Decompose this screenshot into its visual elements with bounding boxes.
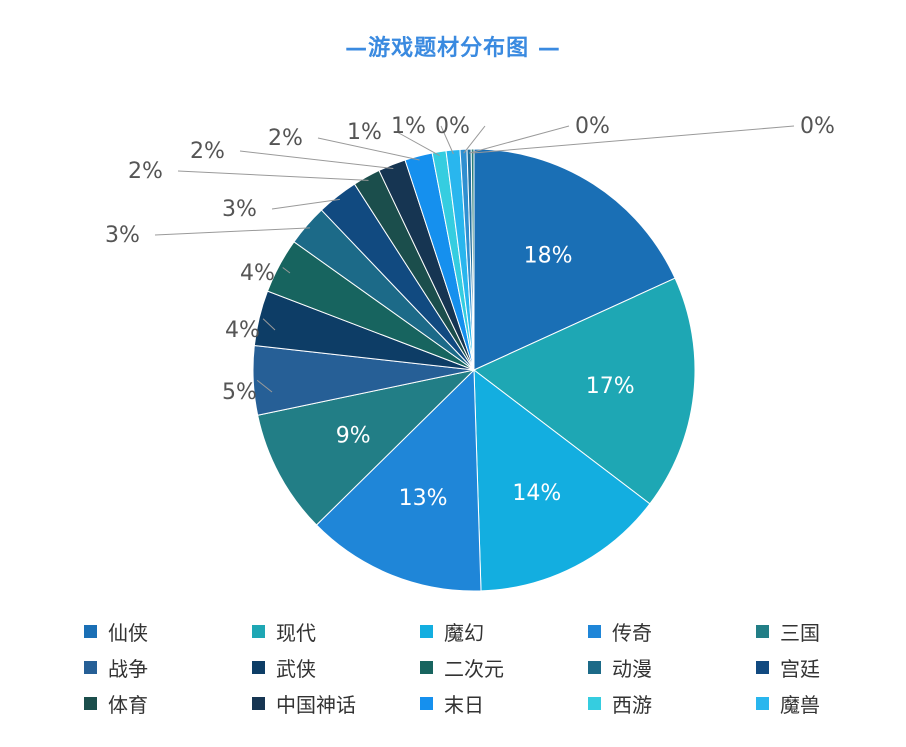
legend-item-8: 动漫: [588, 654, 756, 681]
legend-swatch: [756, 696, 769, 710]
legend-swatch: [756, 624, 769, 638]
legend-label: 三国: [780, 620, 820, 645]
legend-label: 魔幻: [444, 620, 484, 645]
legend-label: 体育: [108, 692, 148, 717]
pie-slice-4: [257, 369, 476, 526]
leader-line-17: [472, 125, 795, 154]
slice-label-0: 18%: [524, 244, 573, 269]
legend-item-14: 魔兽: [756, 690, 906, 717]
slice-label-9: 3%: [222, 197, 257, 222]
leader-line-10: [177, 170, 369, 181]
legend-item-13: 西游: [588, 690, 756, 717]
legend-swatch: [588, 696, 601, 710]
legend-item-0: 仙侠: [84, 618, 252, 645]
legend-swatch: [84, 660, 97, 674]
pie-slice-1: [473, 277, 696, 505]
pie-slice-3: [315, 368, 482, 592]
legend-label: 西游: [612, 692, 652, 717]
leader-line-13: [396, 131, 440, 157]
slice-label-8: 3%: [105, 223, 140, 248]
legend-swatch: [252, 624, 265, 638]
pie-slice-17: [470, 148, 475, 371]
legend-item-6: 武侠: [252, 654, 420, 681]
legend-item-1: 现代: [252, 618, 420, 645]
leader-line-12: [317, 137, 420, 161]
legend-swatch: [588, 660, 601, 674]
slice-label-10: 2%: [128, 159, 163, 184]
legend-label: 仙侠: [108, 620, 148, 645]
legend-swatch: [420, 624, 433, 638]
legend-label: 传奇: [612, 620, 652, 645]
slice-label-2: 14%: [512, 481, 561, 506]
legend-label: 宫廷: [780, 656, 820, 681]
leader-line-16: [469, 125, 570, 154]
legend-item-5: 战争: [84, 654, 252, 681]
legend-swatch: [84, 624, 97, 638]
legend-label: 现代: [276, 620, 316, 645]
leader-line-14: [440, 125, 454, 155]
leader-line-8: [154, 227, 311, 236]
legend-label: 武侠: [276, 656, 316, 681]
leader-line-5: [256, 379, 273, 393]
legend-swatch: [84, 696, 97, 710]
legend-label: 二次元: [444, 656, 504, 681]
leader-line-6: [262, 318, 276, 331]
slice-label-1: 17%: [586, 374, 635, 399]
slice-label-7: 4%: [240, 261, 275, 286]
chart-title: —游戏题材分布图 —: [345, 36, 561, 61]
leader-line-7: [282, 267, 291, 274]
slice-label-4: 9%: [336, 424, 371, 449]
slice-label-13: 1%: [347, 120, 382, 145]
legend-label: 末日: [444, 692, 484, 717]
legend-item-12: 末日: [420, 690, 588, 717]
legend-item-10: 体育: [84, 690, 252, 717]
slice-label-12: 2%: [268, 126, 303, 151]
legend-swatch: [252, 660, 265, 674]
legend-swatch: [756, 660, 769, 674]
legend-label: 动漫: [612, 656, 652, 681]
legend-swatch: [588, 624, 601, 638]
slice-label-14: 1%: [391, 114, 426, 139]
leader-line-11: [239, 150, 394, 169]
leader-line-9: [271, 198, 340, 210]
slice-label-17: 0%: [800, 114, 835, 139]
legend-item-3: 传奇: [588, 618, 756, 645]
legend-item-11: 中国神话: [252, 690, 420, 717]
slice-label-15: 0%: [435, 114, 470, 139]
legend-swatch: [252, 696, 265, 710]
legend-item-4: 三国: [756, 618, 906, 645]
legend-item-2: 魔幻: [420, 618, 588, 645]
legend-label: 中国神话: [276, 692, 356, 717]
slice-label-11: 2%: [190, 139, 225, 164]
leader-line-15: [463, 125, 486, 154]
slice-label-16: 0%: [575, 114, 610, 139]
slice-label-6: 4%: [225, 318, 260, 343]
chart-legend: 仙侠 现代 魔幻 传奇 三国战争 武侠 二次元 动漫 宫廷体育 中国神话 末日 西游 魔兽: [84, 618, 884, 717]
legend-item-9: 宫廷: [756, 654, 906, 681]
legend-label: 战争: [108, 656, 148, 681]
pie-slice-2: [473, 368, 651, 592]
legend-swatch: [420, 696, 433, 710]
slice-label-3: 13%: [399, 486, 448, 511]
pie-chart: 18% 17% 14% 13% 9% 5% 4% 4% 3% 3% 2% 2% 2% 1% 1% 0% 0% 0%: [105, 114, 835, 592]
slice-label-5: 5%: [222, 380, 257, 405]
legend-item-7: 二次元: [420, 654, 588, 681]
legend-swatch: [420, 660, 433, 674]
legend-label: 魔兽: [780, 692, 820, 717]
